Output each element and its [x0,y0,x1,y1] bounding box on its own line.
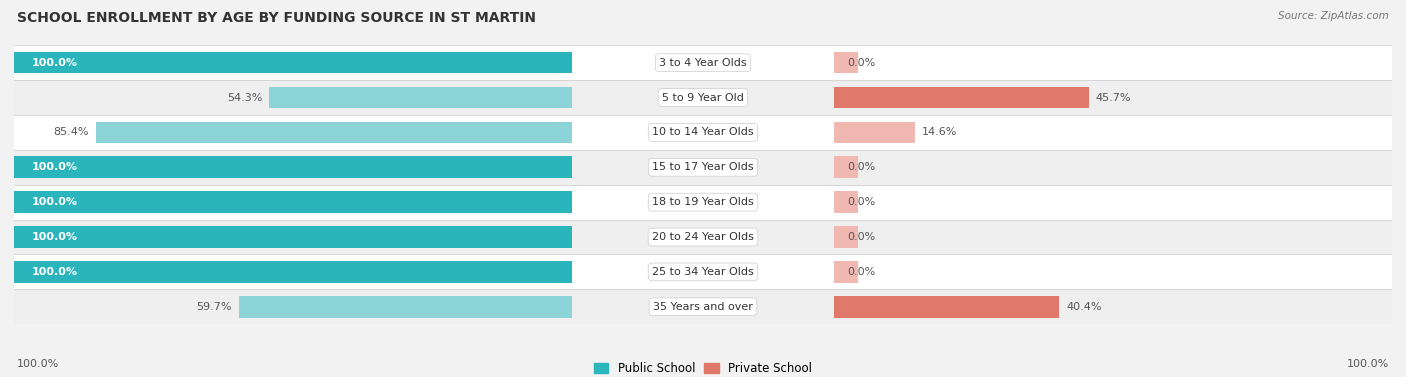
Bar [14,290,1392,324]
Bar [834,156,858,178]
Bar [14,45,1392,80]
Text: 5 to 9 Year Old: 5 to 9 Year Old [662,92,744,103]
Text: 0.0%: 0.0% [848,162,876,172]
Bar [834,296,1059,317]
Bar [14,261,572,283]
Text: 54.3%: 54.3% [226,92,262,103]
Text: 25 to 34 Year Olds: 25 to 34 Year Olds [652,267,754,277]
Bar [834,226,858,248]
Bar [269,87,572,108]
Text: 3 to 4 Year Olds: 3 to 4 Year Olds [659,58,747,68]
Bar [14,192,572,213]
Text: 100.0%: 100.0% [31,197,77,207]
Bar [239,296,572,317]
Text: 100.0%: 100.0% [31,58,77,68]
Text: 20 to 24 Year Olds: 20 to 24 Year Olds [652,232,754,242]
Bar [14,185,1392,219]
Text: 10 to 14 Year Olds: 10 to 14 Year Olds [652,127,754,138]
Text: 100.0%: 100.0% [1347,359,1389,369]
Bar [96,122,572,143]
Text: 85.4%: 85.4% [53,127,89,138]
Bar [14,52,572,74]
Bar [14,156,572,178]
Bar [834,122,915,143]
Bar [14,254,1392,290]
Text: 0.0%: 0.0% [848,197,876,207]
Text: 18 to 19 Year Olds: 18 to 19 Year Olds [652,197,754,207]
Bar [834,261,858,283]
Text: 59.7%: 59.7% [197,302,232,312]
Text: 0.0%: 0.0% [848,267,876,277]
Text: 100.0%: 100.0% [31,267,77,277]
Text: 100.0%: 100.0% [31,162,77,172]
Text: Source: ZipAtlas.com: Source: ZipAtlas.com [1278,11,1389,21]
Text: 14.6%: 14.6% [922,127,957,138]
Bar [14,115,1392,150]
Bar [14,150,1392,185]
Bar [14,219,1392,254]
Text: 0.0%: 0.0% [848,232,876,242]
Bar [834,87,1088,108]
Text: 40.4%: 40.4% [1066,302,1102,312]
Bar [14,80,1392,115]
Text: 100.0%: 100.0% [31,232,77,242]
Bar [14,226,572,248]
Legend: Public School, Private School: Public School, Private School [589,357,817,377]
Text: SCHOOL ENROLLMENT BY AGE BY FUNDING SOURCE IN ST MARTIN: SCHOOL ENROLLMENT BY AGE BY FUNDING SOUR… [17,11,536,25]
Text: 100.0%: 100.0% [17,359,59,369]
Text: 15 to 17 Year Olds: 15 to 17 Year Olds [652,162,754,172]
Text: 0.0%: 0.0% [848,58,876,68]
Bar [834,52,858,74]
Text: 35 Years and over: 35 Years and over [652,302,754,312]
Text: 45.7%: 45.7% [1095,92,1132,103]
Bar [834,192,858,213]
